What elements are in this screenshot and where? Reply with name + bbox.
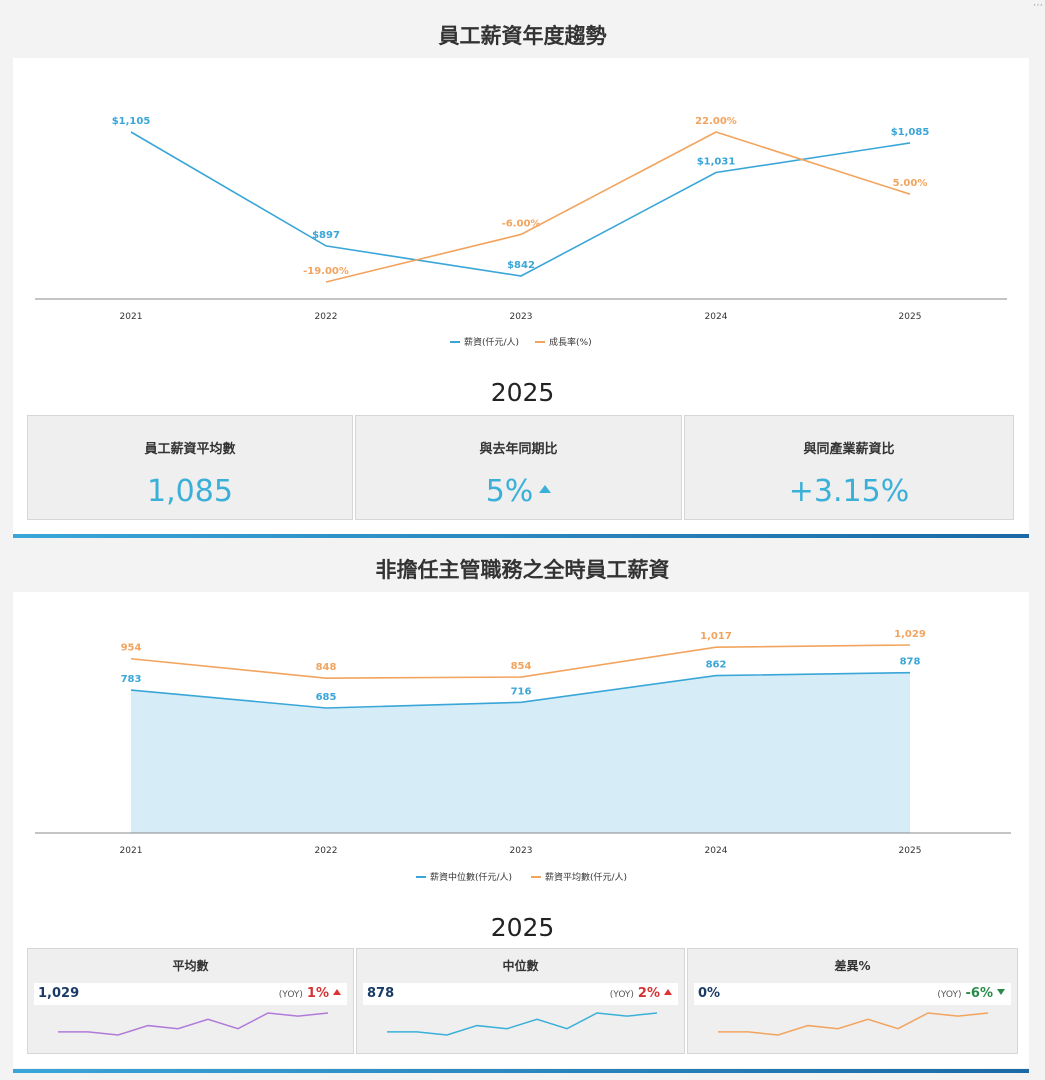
card-value: 1,029 <box>38 986 80 1001</box>
legend-label: 薪資中位數(仟元/人) <box>430 871 512 883</box>
series-line-median <box>130 671 911 709</box>
data-label-average: 848 <box>316 662 337 673</box>
kpi-value: +3.15% <box>788 474 910 509</box>
trend-up-icon <box>539 484 552 493</box>
data-label-median: 685 <box>316 692 337 703</box>
sparkline-path <box>718 1012 989 1036</box>
section1-kpi-row: 員工薪資平均數 1,085 與去年同期比 5% 與同產業薪資比 +3.15% <box>27 415 1014 520</box>
kpi-average-salary: 員工薪資平均數 1,085 <box>27 415 353 520</box>
data-label-average: 1,017 <box>700 631 732 642</box>
x-tick-label: 2025 <box>899 846 922 856</box>
x-tick-label: 2022 <box>315 846 338 856</box>
median-area-fill <box>131 672 910 833</box>
section1-year: 2025 <box>490 378 555 407</box>
kpi-label: 員工薪資平均數 <box>144 442 236 457</box>
yoy-value: -6% <box>965 986 993 1001</box>
legend-label: 薪資平均數(仟元/人) <box>545 871 627 883</box>
data-label-salary: $897 <box>312 230 340 241</box>
x-tick-label: 2024 <box>705 846 728 856</box>
card-value: 878 <box>367 986 395 1001</box>
sparkline-path <box>387 1012 658 1036</box>
sparkline-path <box>58 1012 329 1036</box>
yoy-value: 2% <box>637 986 660 1001</box>
sparkline-difference <box>718 1012 989 1036</box>
x-tick-label: 2021 <box>120 312 143 322</box>
series-line-salary <box>130 131 911 277</box>
trend-up-icon <box>664 988 672 995</box>
salary-trend-chart: $1,105 $897 $842 $1,031 $1,085 -19.00% -6.00% 2… <box>35 116 1007 348</box>
yoy-tag: (YOY) <box>937 990 962 1000</box>
data-label-average: 954 <box>121 643 142 654</box>
yoy-value: 1% <box>306 986 329 1001</box>
yoy-tag: (YOY) <box>609 990 634 1000</box>
data-label-median: 878 <box>900 657 921 668</box>
x-tick-label: 2024 <box>705 312 728 322</box>
x-tick-label: 2023 <box>510 846 533 856</box>
series-line-growth <box>325 131 911 283</box>
kpi-value: 5% <box>485 474 534 509</box>
data-label-salary: $1,031 <box>697 157 736 168</box>
data-label-median: 783 <box>121 674 142 685</box>
data-label-median: 716 <box>511 686 532 697</box>
kpi-yoy: 與去年同期比 5% <box>355 415 682 520</box>
non-manager-salary-chart: 783 685 716 862 878 954 848 854 1,017 1,029 2021 2… <box>35 629 1011 883</box>
data-label-growth: -19.00% <box>303 266 349 277</box>
card-label: 中位數 <box>502 959 539 973</box>
legend-label: 成長率(%) <box>549 336 592 348</box>
kpi-industry-compare: 與同產業薪資比 +3.15% <box>684 415 1014 520</box>
legend-label: 薪資(仟元/人) <box>464 336 519 348</box>
trend-up-icon <box>333 988 341 995</box>
section2-year: 2025 <box>490 913 555 942</box>
section2-card-row: 平均數 1,029 (YOY) 1% 中位數 878 (YOY) 2% 差異% 0%… <box>27 948 1018 1054</box>
sparkline-average <box>58 1012 329 1036</box>
x-tick-label: 2021 <box>120 846 143 856</box>
data-label-average: 1,029 <box>894 629 926 640</box>
data-label-growth: 5.00% <box>893 178 928 189</box>
card-median: 中位數 878 (YOY) 2% <box>356 948 685 1054</box>
data-label-salary: $1,085 <box>891 127 930 138</box>
kpi-label: 與去年同期比 <box>479 442 558 457</box>
card-value-box: 878 (YOY) 2% <box>363 983 678 1005</box>
series-line-average <box>130 644 911 679</box>
card-label: 差異% <box>834 959 871 973</box>
section-divider <box>13 1069 1029 1073</box>
kpi-value-wrap: 5% <box>356 474 681 509</box>
x-tick-label: 2025 <box>899 312 922 322</box>
card-yoy: (YOY) 2% <box>610 986 672 1001</box>
data-label-growth: -6.00% <box>502 218 541 229</box>
card-yoy: (YOY) -6% <box>937 986 1005 1001</box>
card-yoy: (YOY) 1% <box>279 986 341 1001</box>
data-label-growth: 22.00% <box>695 116 737 127</box>
x-tick-label: 2022 <box>315 312 338 322</box>
sparkline-median <box>387 1012 658 1036</box>
card-difference: 差異% 0% (YOY) -6% <box>687 948 1018 1054</box>
card-label: 平均數 <box>172 959 209 973</box>
data-label-salary: $842 <box>507 260 535 271</box>
window-corner-mark: ⋯ <box>1033 0 1043 11</box>
section1-title: 員工薪資年度趨勢 <box>438 24 607 48</box>
card-average: 平均數 1,029 (YOY) 1% <box>27 948 354 1054</box>
x-tick-label: 2023 <box>510 312 533 322</box>
data-label-median: 862 <box>706 660 727 671</box>
data-label-salary: $1,105 <box>112 116 151 127</box>
card-value-box: 0% (YOY) -6% <box>694 983 1011 1005</box>
section-divider <box>13 534 1029 538</box>
yoy-tag: (YOY) <box>278 990 303 1000</box>
card-value-box: 1,029 (YOY) 1% <box>34 983 347 1005</box>
trend-down-icon <box>997 988 1005 995</box>
section2-title: 非擔任主管職務之全時員工薪資 <box>375 558 670 582</box>
data-label-average: 854 <box>511 661 532 672</box>
kpi-value: 1,085 <box>147 474 233 509</box>
card-value: 0% <box>698 986 721 1001</box>
kpi-label: 與同產業薪資比 <box>803 442 895 457</box>
